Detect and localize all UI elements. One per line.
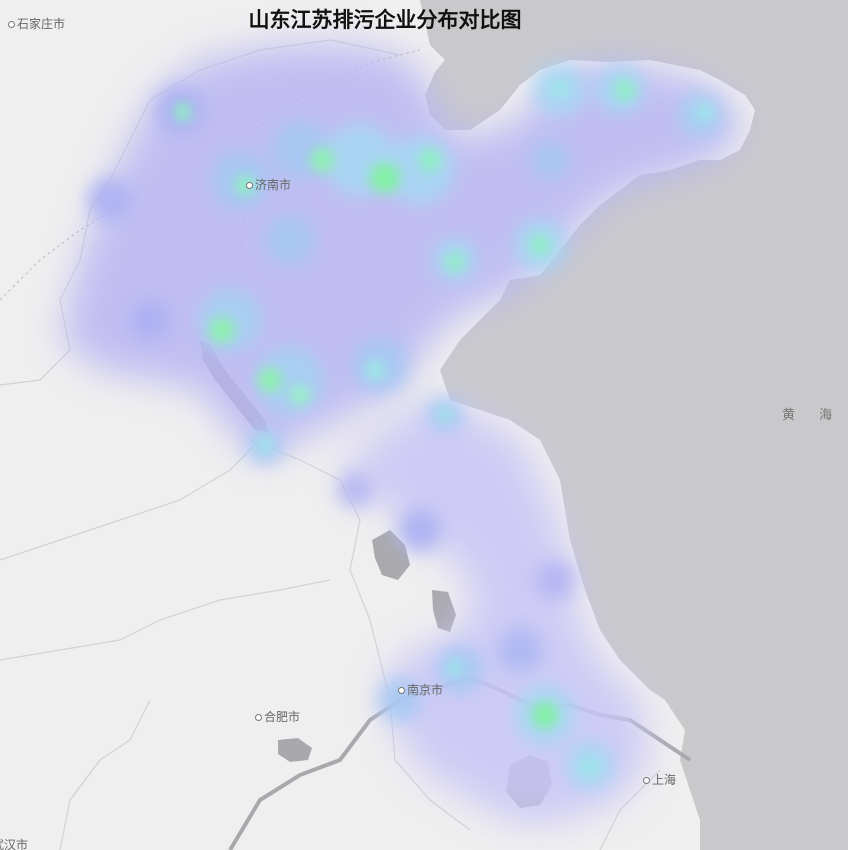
gaoyou-lake [432, 590, 456, 632]
chaohu-lake [278, 738, 312, 762]
city-dot-icon [643, 777, 650, 784]
city-label-shijiazhuang[interactable]: 石家庄市 [8, 15, 65, 32]
city-label-wuhan[interactable]: 武汉市 [0, 838, 29, 850]
city-dot-icon [246, 182, 253, 189]
city-dot-icon [8, 21, 15, 28]
sea-label: 黄 海 [782, 408, 843, 423]
page-title: 山东江苏排污企业分布对比图 [248, 7, 522, 32]
heat-layer-high [174, 80, 713, 777]
city-label-nanjing[interactable]: 南京市 [398, 681, 443, 698]
city-label-hefei[interactable]: 合肥市 [255, 708, 300, 725]
city-label-shanghai[interactable]: 上海 [643, 771, 676, 788]
city-label-jinan[interactable]: 济南市 [246, 176, 291, 193]
hongze-lake [372, 530, 410, 580]
city-dot-icon [398, 687, 405, 694]
city-dot-icon [255, 714, 262, 721]
bohai-sea [420, 0, 848, 130]
yellow-sea [440, 55, 848, 850]
